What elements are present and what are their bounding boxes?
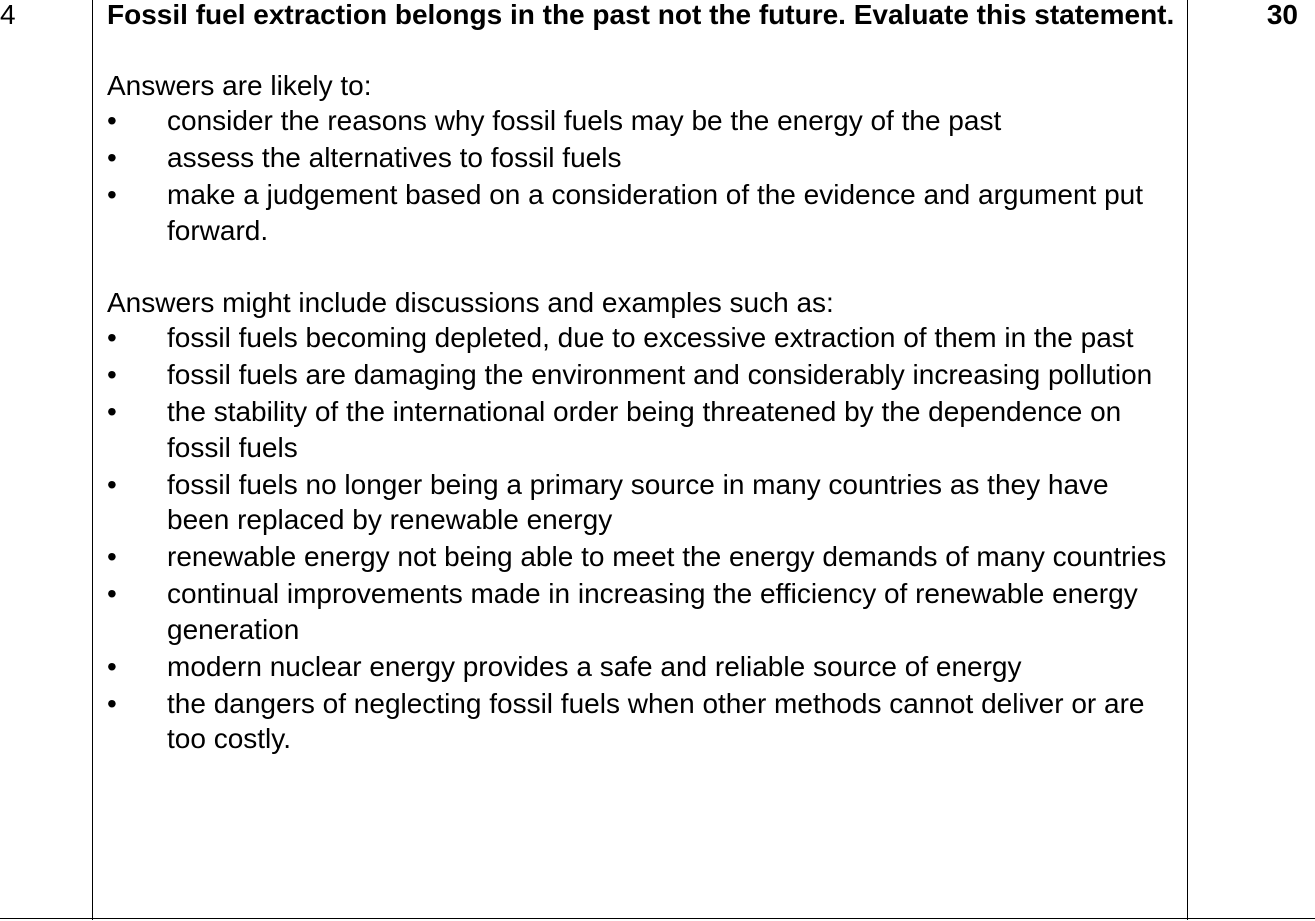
list-item: • renewable energy not being able to meet… — [107, 539, 1177, 575]
question-text: Fossil fuel extraction belongs in the pa… — [107, 0, 1175, 30]
bullet-icon: • — [107, 541, 117, 572]
column-divider-right — [1187, 0, 1188, 920]
list-item: • fossil fuels no longer being a primary … — [107, 467, 1177, 538]
list-item: • assess the alternatives to fossil fuels — [107, 140, 1177, 176]
marks-value: 30 — [1266, 0, 1298, 30]
answer-guidance-cell: Fossil fuel extraction belongs in the pa… — [107, 0, 1177, 758]
list-item-text: make a judgement based on a consideratio… — [167, 179, 1143, 246]
bullet-icon: • — [107, 142, 117, 173]
list-item: • continual improvements made in increasi… — [107, 576, 1177, 647]
list-item: • the dangers of neglecting fossil fuels … — [107, 686, 1177, 757]
bullet-icon: • — [107, 578, 117, 609]
likely-list: • consider the reasons why fossil fuels m… — [107, 103, 1177, 248]
bullet-icon: • — [107, 105, 117, 136]
column-divider-left — [92, 0, 93, 920]
list-item: • fossil fuels are damaging the environme… — [107, 357, 1177, 393]
bullet-icon: • — [107, 359, 117, 390]
bullet-icon: • — [107, 468, 117, 500]
list-item-text: continual improvements made in increasin… — [167, 578, 1138, 645]
list-item-text: modern nuclear energy provides a safe an… — [167, 650, 1022, 682]
list-item-text: consider the reasons why fossil fuels ma… — [167, 105, 1002, 136]
list-item: • consider the reasons why fossil fuels m… — [107, 103, 1177, 139]
might-include-intro: Answers might include discussions and ex… — [107, 286, 834, 318]
list-item-text: renewable energy not being able to meet … — [167, 541, 1167, 572]
table-bottom-border — [0, 918, 1315, 919]
list-item-text: the dangers of neglecting fossil fuels w… — [167, 687, 1145, 755]
bullet-icon: • — [107, 650, 117, 682]
bullet-icon: • — [107, 687, 117, 719]
bullet-icon: • — [107, 322, 117, 353]
bullet-icon: • — [107, 179, 117, 210]
list-item-text: fossil fuels no longer being a primary s… — [167, 468, 1109, 536]
list-item-text: assess the alternatives to fossil fuels — [167, 142, 622, 173]
likely-intro: Answers are likely to: — [107, 69, 372, 101]
question-number: 4 — [0, 0, 16, 30]
list-item: • the stability of the international orde… — [107, 394, 1177, 465]
list-item: • fossil fuels becoming depleted, due to … — [107, 320, 1177, 356]
might-include-list: • fossil fuels becoming depleted, due to … — [107, 320, 1177, 757]
list-item: • modern nuclear energy provides a safe a… — [107, 649, 1177, 685]
bullet-icon: • — [107, 396, 117, 427]
list-item-text: the stability of the international order… — [167, 396, 1122, 463]
list-item: • make a judgement based on a considerati… — [107, 177, 1177, 248]
list-item-text: fossil fuels becoming depleted, due to e… — [167, 322, 1134, 353]
list-item-text: fossil fuels are damaging the environmen… — [167, 359, 1153, 390]
